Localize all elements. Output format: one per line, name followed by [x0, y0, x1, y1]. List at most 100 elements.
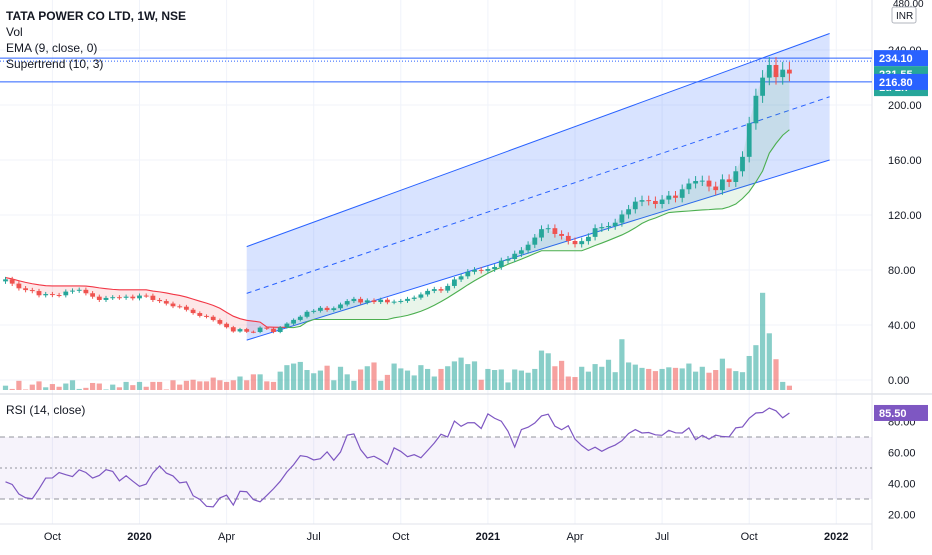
candle-body — [740, 156, 745, 172]
volume-bar — [63, 383, 69, 390]
candle-body — [324, 307, 330, 311]
candle-body — [472, 269, 477, 272]
volume-bar — [157, 381, 163, 390]
volume-bar — [431, 376, 437, 390]
volume-bar — [364, 366, 370, 390]
candle-body — [271, 328, 276, 333]
candle-body — [110, 297, 116, 299]
candle-body — [465, 271, 471, 277]
candle-body — [760, 77, 765, 96]
volume-bar — [646, 368, 652, 390]
volume-bar — [96, 383, 102, 390]
horizontal-levels — [0, 57, 872, 83]
volume-bar — [9, 388, 15, 390]
volume-bar — [686, 363, 692, 390]
candle-body — [405, 298, 410, 301]
volume-bar — [632, 364, 638, 390]
volume-bar — [150, 381, 156, 390]
currency-label: INR — [896, 11, 913, 22]
volume-bar — [411, 375, 417, 390]
candle-body — [746, 123, 752, 157]
candle-body — [297, 316, 303, 320]
candle-body — [773, 64, 779, 78]
supertrend-down-fill — [5, 277, 287, 333]
candle-body — [358, 298, 363, 303]
candle-body — [277, 327, 283, 333]
volume-bar — [284, 365, 290, 390]
volume-bar — [746, 355, 752, 390]
candle-body — [699, 180, 705, 182]
candle-body — [70, 290, 75, 292]
candle-body — [43, 294, 49, 296]
candle-body — [244, 329, 250, 332]
upper-level-badge-bg — [874, 50, 928, 67]
candle-body — [230, 327, 236, 332]
volume-bar — [49, 384, 55, 390]
volume-bar — [726, 368, 732, 390]
volume-bar — [445, 366, 451, 390]
volume-bar — [371, 362, 377, 390]
trend-channel-lower — [246, 159, 830, 341]
volume-bar — [505, 382, 511, 390]
candle-body — [170, 303, 176, 307]
legend-volume[interactable]: Vol — [6, 25, 23, 39]
volume-bar — [599, 366, 605, 390]
candle-body — [498, 260, 504, 267]
volume-bar — [478, 379, 484, 390]
volume-bar — [398, 368, 404, 390]
volume-bar — [351, 380, 357, 390]
candle-body — [251, 331, 256, 333]
legend-supertrend[interactable]: Supertrend (10, 3) — [6, 57, 104, 71]
candle-body — [485, 269, 491, 271]
candle-body — [204, 315, 209, 317]
volume-bar — [471, 361, 478, 390]
candle-body — [50, 294, 55, 296]
candle-body — [519, 250, 524, 254]
candle-body — [532, 237, 538, 245]
volume-bar — [337, 366, 344, 390]
trend-channel — [246, 33, 830, 341]
candle-body — [150, 295, 156, 300]
rsi-value-badge: 85.50 — [879, 408, 907, 420]
candle-body — [445, 285, 451, 291]
candle-body — [666, 195, 672, 200]
price-tick-label: 280.00 — [888, 0, 922, 2]
rsi-label[interactable]: RSI (14, close) — [6, 403, 86, 417]
price-tick-label: 160.00 — [888, 155, 922, 167]
candle-body — [586, 236, 591, 242]
volume-bar — [672, 367, 679, 390]
candle-body — [23, 288, 28, 291]
candle-body — [572, 240, 578, 245]
legend-ema[interactable]: EMA (9, close, 0) — [6, 41, 98, 55]
candle-body — [653, 200, 658, 204]
candle-body — [371, 300, 377, 303]
candle-body — [559, 233, 564, 236]
candle-body — [766, 64, 772, 78]
volume-bar — [438, 368, 444, 390]
volume-bar — [116, 387, 122, 390]
candle-body — [539, 229, 544, 238]
candle-body — [63, 291, 69, 296]
volume-bar — [458, 357, 464, 390]
volume-bar — [83, 387, 89, 390]
volume-bar — [217, 380, 223, 390]
price-tick-label: 40.00 — [888, 320, 916, 332]
candle-body — [184, 306, 189, 310]
supertrend-down-line — [5, 277, 287, 329]
supertrend-up-line — [286, 129, 790, 329]
candle-body — [36, 291, 42, 296]
volume-bar — [512, 369, 518, 390]
candle-body — [720, 179, 725, 191]
candle-body — [673, 195, 678, 198]
candle-body — [9, 279, 15, 284]
candle-body — [130, 296, 136, 299]
price-tick-label: 120.00 — [888, 210, 922, 222]
candlesticks — [3, 57, 792, 334]
trend-channel-median — [246, 96, 830, 294]
candle-body — [458, 276, 464, 280]
candle-body — [318, 307, 323, 311]
candle-body — [525, 244, 531, 251]
candle-body — [619, 214, 625, 223]
